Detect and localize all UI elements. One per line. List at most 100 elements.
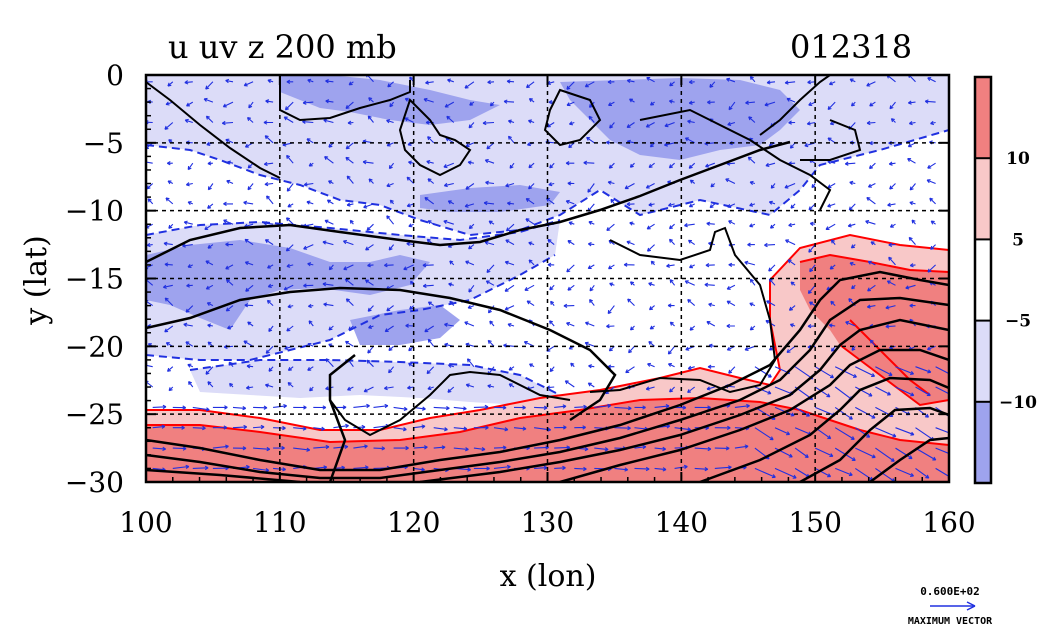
wind-vector <box>809 264 816 273</box>
wind-vector <box>806 121 816 126</box>
wind-vector <box>929 197 936 205</box>
wind-vector <box>654 446 667 452</box>
wind-vector <box>225 305 234 312</box>
wind-vector <box>413 424 426 429</box>
wind-vector <box>788 120 796 125</box>
wind-vector <box>727 121 736 126</box>
wind-vector <box>768 278 776 286</box>
plot-area <box>146 75 949 482</box>
wind-vector <box>506 201 515 206</box>
wind-vector <box>505 239 515 246</box>
wind-vector <box>368 178 374 184</box>
wind-vector <box>554 465 566 471</box>
wind-vector <box>207 203 214 209</box>
wind-vector <box>342 239 354 246</box>
wind-vector <box>389 101 395 108</box>
wind-vector <box>527 119 535 124</box>
wind-vector <box>267 78 274 84</box>
wind-vector <box>349 219 354 225</box>
wind-vector <box>749 278 756 286</box>
wind-vector <box>794 447 809 459</box>
wind-vector <box>286 263 294 268</box>
wind-vector <box>206 302 214 307</box>
wind-vector <box>163 241 173 246</box>
wind-vector <box>469 101 475 106</box>
wind-vector <box>468 244 475 250</box>
wind-vector <box>855 447 876 459</box>
wind-vector <box>867 183 876 188</box>
wind-vector <box>484 240 495 246</box>
wind-vector <box>528 259 535 266</box>
wind-vector <box>669 321 675 327</box>
wind-vector <box>785 239 796 246</box>
wind-vector <box>930 120 936 126</box>
wind-vector <box>583 160 595 165</box>
wind-vector <box>714 465 732 470</box>
wind-vector <box>309 386 314 392</box>
wind-vector <box>406 203 414 208</box>
wind-vector <box>834 366 857 378</box>
wind-vector <box>207 381 214 388</box>
wind-vector <box>362 159 374 165</box>
wind-vector <box>225 264 234 270</box>
wind-vector <box>453 426 468 431</box>
wind-vector <box>935 427 949 434</box>
wind-vector <box>567 240 575 246</box>
wind-vector <box>388 366 395 374</box>
wind-vector <box>566 81 575 90</box>
wind-vector <box>889 223 896 228</box>
wind-vector <box>647 362 655 368</box>
wind-vector <box>567 284 575 291</box>
wind-vector <box>667 303 675 308</box>
wind-vector <box>264 135 274 144</box>
wind-vector <box>386 119 394 124</box>
wind-vector <box>388 162 395 170</box>
x-axis-label: x (lon) <box>500 559 597 594</box>
wind-vector <box>406 241 414 247</box>
wind-vector <box>707 100 715 105</box>
positive-strong-region-south <box>146 398 949 482</box>
wind-vector <box>926 179 936 185</box>
wind-vector <box>303 244 314 250</box>
wind-vector <box>525 198 535 205</box>
wind-vector <box>709 203 716 209</box>
wind-vector <box>506 79 515 84</box>
wind-vector <box>687 365 695 370</box>
wind-vector <box>706 386 715 391</box>
wind-vector <box>427 136 435 144</box>
wind-vector <box>409 305 415 310</box>
wind-vector <box>345 298 354 306</box>
wind-vector <box>185 341 194 347</box>
wind-vector <box>247 321 254 327</box>
wind-vector <box>669 279 676 286</box>
wind-vector <box>726 300 736 307</box>
colorbar-label: −10 <box>999 393 1037 413</box>
wind-vector <box>624 183 635 190</box>
positive-strong-region-core <box>840 295 949 400</box>
wind-vector <box>244 303 254 308</box>
wind-vector <box>648 305 655 311</box>
wind-vector <box>889 101 896 110</box>
wind-vector <box>504 305 515 311</box>
wind-vector <box>184 80 193 85</box>
x-tick-label: 100 <box>119 506 172 539</box>
wind-vector <box>303 283 314 288</box>
wind-vector <box>915 447 937 461</box>
wind-vector <box>263 120 274 125</box>
y-tick-label: 0 <box>106 59 124 92</box>
wind-vector <box>192 425 206 431</box>
wind-vector <box>766 300 776 307</box>
wind-vector <box>789 142 796 149</box>
wind-vector <box>534 465 548 470</box>
wind-vector <box>834 467 853 477</box>
wind-vector <box>645 122 655 128</box>
wind-vector <box>769 223 776 229</box>
wind-vector <box>348 81 354 86</box>
wind-vector <box>588 115 595 123</box>
wind-vector <box>728 220 736 225</box>
wind-vector <box>694 446 712 452</box>
wind-vector <box>809 221 816 227</box>
wind-vector <box>895 427 915 436</box>
wind-vector <box>447 386 455 393</box>
geopotential-contours <box>146 140 949 482</box>
